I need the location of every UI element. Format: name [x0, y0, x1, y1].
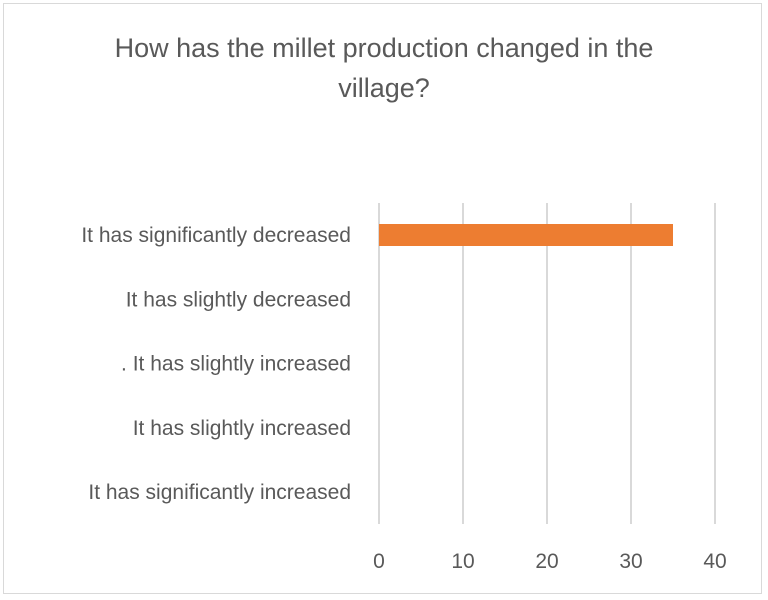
x-tick-label: 30 [619, 550, 642, 573]
chart-frame [3, 3, 762, 594]
category-label: It has significantly increased [88, 481, 351, 504]
category-label: It has slightly decreased [126, 288, 351, 311]
x-tick-label: 40 [703, 550, 726, 573]
chart-title: How has the millet production changed in… [114, 33, 654, 103]
category-label: . It has slightly increased [121, 353, 351, 376]
category-label: It has significantly decreased [81, 224, 351, 247]
x-tick-label: 20 [535, 550, 558, 573]
x-tick-label: 0 [373, 550, 385, 573]
x-tick-label: 10 [451, 550, 474, 573]
bar [379, 224, 673, 246]
category-label: It has slightly increased [133, 417, 351, 440]
